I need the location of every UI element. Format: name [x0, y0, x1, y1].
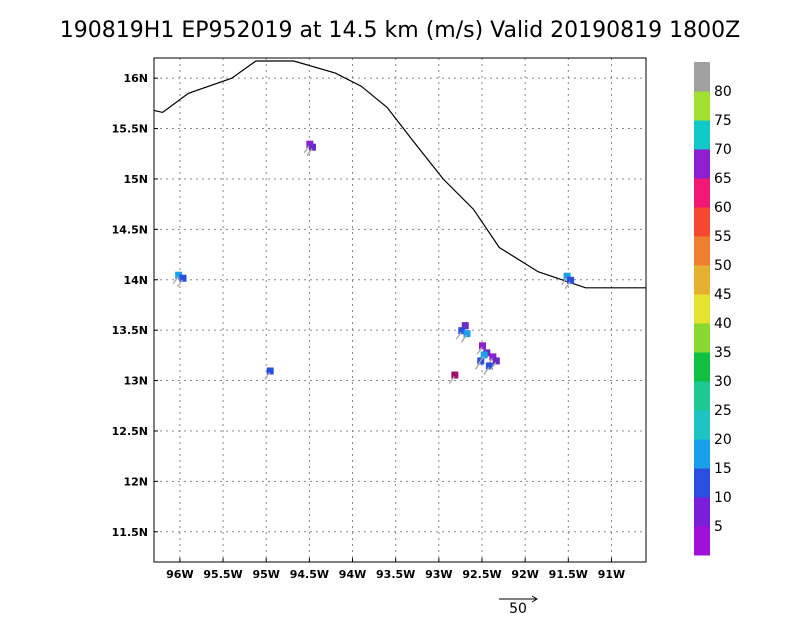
lat-tick-label: 13.5N: [112, 324, 148, 337]
colorbar-label: 5: [714, 519, 723, 535]
lat-tick-label: 15N: [123, 173, 148, 186]
wind-patch: [480, 351, 488, 359]
colorbar-swatch: [694, 91, 710, 121]
colorbar-label: 25: [714, 403, 732, 419]
wind-patch: [308, 143, 316, 151]
colorbar-label: 35: [714, 345, 732, 361]
wind-vector: [448, 376, 455, 384]
coastline: [153, 60, 646, 289]
wind-patch: [266, 367, 274, 375]
lon-tick-label: 93W: [425, 568, 452, 581]
wind-vector: [264, 372, 271, 380]
wind-vector: [564, 281, 571, 290]
wind-vector: [474, 361, 481, 370]
lon-tick-label: 96W: [166, 568, 193, 581]
colorbar-swatch: [694, 410, 710, 440]
wind-vector: [483, 367, 490, 375]
wind-vector: [478, 355, 485, 364]
lon-tick-label: 92.5W: [462, 568, 501, 581]
latitude-tick-labels: 11.5N 12N 12.5N 13N 13.5N 14N 14.5N 15N 15.5N 16N: [112, 72, 158, 539]
wind-vector: [476, 346, 483, 355]
colorbar-label: 20: [714, 432, 732, 448]
lon-tick-label: 94.5W: [290, 568, 329, 581]
colorbar-label: 75: [714, 113, 732, 129]
wind-vector: [172, 276, 179, 285]
wind-patch: [463, 330, 471, 338]
lon-tick-label: 95.5W: [203, 568, 242, 581]
colorbar-label: 60: [714, 200, 732, 216]
colorbar-swatch: [694, 323, 710, 353]
wind-patch: [567, 276, 575, 284]
wind-patch: [485, 362, 493, 370]
colorbar-swatch: [694, 468, 710, 498]
colorbar-swatch: [694, 265, 710, 295]
wind-vector: [176, 279, 184, 288]
wind-speed-patches: [172, 140, 575, 384]
colorbar-label: 65: [714, 171, 732, 187]
colorbar-swatch: [694, 526, 710, 556]
colorbar-label: 30: [714, 374, 732, 390]
wind-patch: [175, 271, 183, 279]
lat-tick-label: 14.5N: [112, 223, 148, 236]
wind-patch: [458, 327, 466, 335]
colorbar-swatch: [694, 178, 710, 208]
colorbar-label: 40: [714, 316, 732, 332]
lat-tick-label: 12.5N: [112, 425, 148, 438]
wind-patch: [179, 274, 187, 282]
colorbar-swatch: [694, 120, 710, 150]
colorbar-label: 70: [714, 142, 732, 158]
lat-tick-label: 14N: [123, 274, 148, 287]
lon-tick-label: 92W: [511, 568, 538, 581]
wind-vector: [306, 148, 313, 157]
colorbar-label: 10: [714, 490, 732, 506]
wind-vector: [455, 331, 462, 340]
wind-patch: [451, 371, 459, 379]
coastline-line: [153, 60, 646, 289]
wind-patch: [461, 322, 469, 330]
lat-tick-label: 16N: [123, 72, 148, 85]
colorbar-label: 45: [714, 287, 732, 303]
wind-vector: [561, 277, 568, 286]
colorbar-swatch: [694, 236, 710, 266]
vector-legend-arrowhead: [531, 595, 538, 603]
map-frame: [153, 57, 647, 563]
wind-vector: [303, 145, 310, 154]
lon-tick-label: 95W: [252, 568, 279, 581]
wind-patch: [492, 357, 500, 365]
colorbar-swatch: [694, 62, 710, 92]
colorbar-label: 50: [714, 258, 732, 274]
vector-legend-label: 50: [509, 601, 527, 617]
wind-patch: [479, 342, 486, 350]
colorbar-swatch: [694, 497, 710, 527]
lat-tick-label: 13N: [123, 375, 148, 388]
wind-patch: [563, 272, 571, 280]
grid-lines: [154, 58, 646, 562]
lat-tick-label: 11.5N: [112, 526, 148, 539]
lon-tick-label: 93.5W: [376, 568, 415, 581]
lat-tick-label: 12N: [123, 475, 148, 488]
lon-tick-label: 91W: [598, 568, 625, 581]
wind-vector: [460, 334, 468, 343]
colorbar-label: 15: [714, 461, 732, 477]
plot-title: 190819H1 EP952019 at 14.5 km (m/s) Valid…: [59, 18, 741, 43]
longitude-tick-labels: 96W 95.5W 95W 94.5W 94W 93.5W 93W 92.5W 92W 91.5W…: [166, 558, 625, 581]
colorbar-swatch: [694, 352, 710, 382]
colorbar-label: 55: [714, 229, 732, 245]
wind-patch: [489, 353, 497, 361]
lon-tick-label: 91.5W: [549, 568, 588, 581]
colorbar-swatch: [694, 439, 710, 469]
colorbar-label: 80: [714, 84, 732, 100]
colorbar-swatch: [694, 381, 710, 411]
wind-vector: [490, 361, 497, 370]
lat-tick-label: 15.5N: [112, 123, 148, 136]
colorbar-swatch: [694, 149, 710, 179]
colorbar-swatch: [694, 294, 710, 324]
colorbar-swatch: [694, 207, 710, 237]
colorbar: 5 10 15 20 25 30 35 40 45 50 55 60 65 70 75 80: [694, 62, 732, 556]
lon-tick-label: 94W: [339, 568, 366, 581]
vector-legend: 50: [499, 595, 538, 617]
